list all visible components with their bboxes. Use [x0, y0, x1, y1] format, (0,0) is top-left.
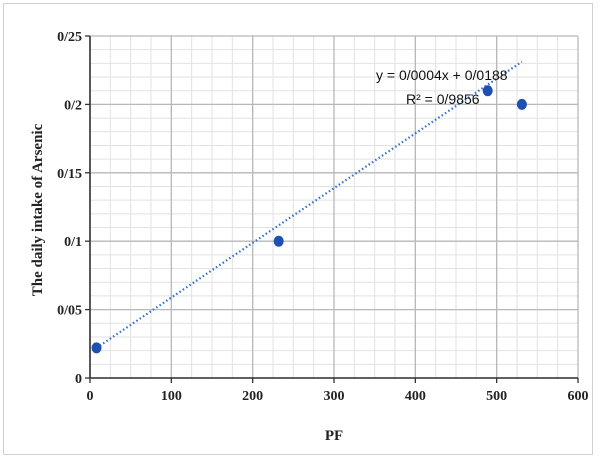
- y-tick-label: 0: [75, 372, 82, 387]
- data-points: [91, 85, 527, 354]
- y-axis-title: The daily intake of Arsenic: [30, 123, 46, 296]
- x-axis-title: PF: [325, 428, 343, 444]
- x-tick-label: 300: [324, 389, 345, 404]
- axes: [85, 35, 579, 383]
- trendline-r-squared: R² = 0/9856: [406, 91, 480, 107]
- data-point: [91, 342, 102, 354]
- x-tick-label: 600: [568, 389, 589, 404]
- data-point: [482, 85, 493, 97]
- x-tick-labels: 0 100 200 300 400 500 600: [87, 389, 589, 404]
- y-tick-label: 0/1: [64, 235, 82, 250]
- scatter-chart: 0 100 200 300 400 500 600 00/050/10/150/20/25 …: [30, 30, 589, 444]
- data-point: [516, 98, 527, 110]
- x-tick-label: 0: [87, 389, 94, 404]
- x-tick-label: 400: [405, 389, 426, 404]
- trendline-equation: y = 0/0004x + 0/0188: [376, 67, 508, 83]
- x-tick-label: 100: [161, 389, 182, 404]
- y-tick-label: 0/05: [57, 304, 82, 319]
- y-tick-label: 0/2: [64, 98, 82, 113]
- y-tick-labels: 0 0/05 0/1 0/15 0/2 0/25: [57, 30, 82, 387]
- x-tick-label: 200: [242, 389, 263, 404]
- trendline-group: [95, 60, 523, 349]
- y-tick-label: 0/25: [57, 30, 82, 45]
- x-tick-label: 500: [486, 389, 507, 404]
- y-tick-label: 0/15: [57, 167, 82, 182]
- linear-trendline: [95, 60, 523, 349]
- data-point: [273, 235, 284, 247]
- chart-frame: 0 100 200 300 400 500 600 0 0/05 0/1 0/15 0/2 0/25 …: [3, 3, 593, 455]
- major-grid: [89, 35, 579, 379]
